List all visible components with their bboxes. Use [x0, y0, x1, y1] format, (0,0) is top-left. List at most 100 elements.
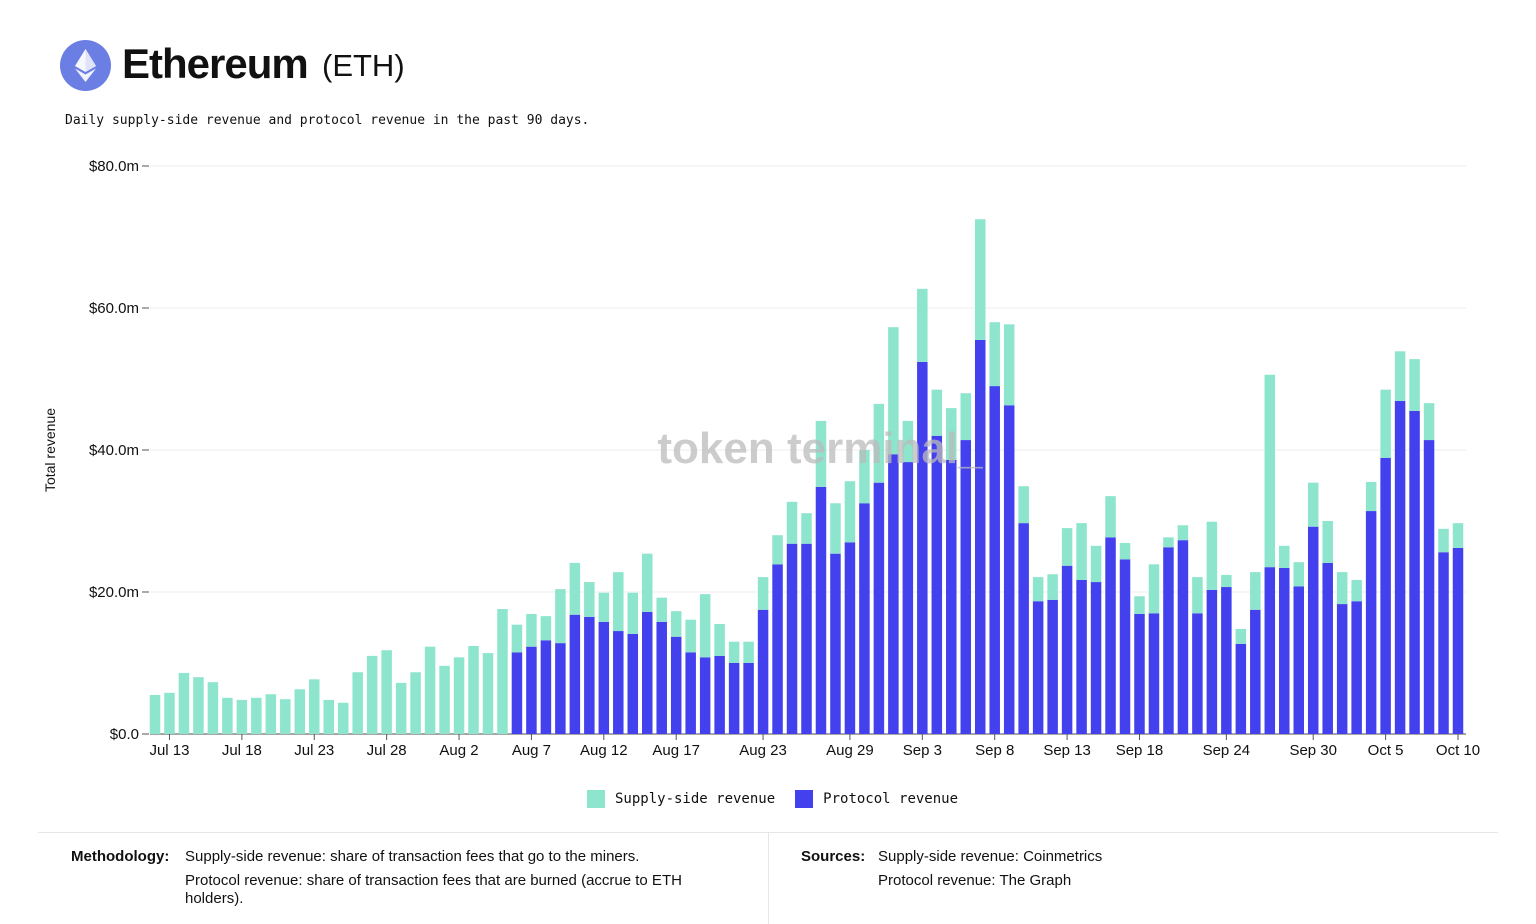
legend-label-supply: Supply-side revenue	[615, 791, 776, 807]
x-tick-label: Aug 29	[826, 742, 874, 759]
page-title: Ethereum	[122, 40, 309, 87]
bar-supply-sep-17	[1119, 543, 1131, 560]
bar-supply-jul-15	[193, 677, 204, 734]
bar-supply-sep-14	[1076, 523, 1087, 580]
bar-supply-jul-22	[294, 689, 306, 734]
bar-protocol-oct-10	[1452, 547, 1464, 734]
legend-item-supply[interactable]: Supply-side revenue	[587, 790, 775, 808]
bar-protocol-sep-29	[1293, 586, 1304, 734]
bar-supply-aug-13	[613, 572, 624, 632]
bar-supply-oct-9	[1438, 528, 1449, 553]
bar-supply-sep-30	[1307, 482, 1319, 527]
bar-supply-oct-6	[1394, 351, 1406, 402]
bar-supply-jul-25	[337, 702, 349, 734]
bar-protocol-oct-4	[1365, 511, 1377, 734]
x-tick-label: Sep 8	[975, 742, 1014, 759]
bar-protocol-aug-15	[641, 611, 653, 734]
bar-supply-aug-29	[844, 481, 856, 543]
bar-protocol-aug-11	[584, 616, 595, 734]
bar-supply-aug-8	[540, 616, 552, 641]
bar-supply-sep-15	[1090, 545, 1102, 583]
bar-supply-sep-13	[1061, 528, 1073, 566]
bar-supply-jul-28	[381, 650, 392, 734]
bar-supply-aug-20	[714, 623, 725, 656]
bar-supply-aug-27	[815, 420, 827, 487]
bar-supply-sep-25	[1235, 628, 1247, 644]
bar-protocol-sep-16	[1105, 537, 1116, 734]
bar-protocol-sep-8	[989, 386, 1000, 734]
bar-supply-aug-12	[598, 592, 610, 622]
x-tick-label: Aug 7	[512, 742, 551, 759]
bar-supply-jul-13	[164, 692, 175, 734]
bar-protocol-oct-1	[1322, 562, 1333, 734]
x-tick-label: Aug 2	[439, 742, 478, 759]
protocol-swatch	[795, 790, 814, 808]
bar-protocol-sep-28	[1279, 567, 1290, 734]
bar-protocol-sep-4	[931, 435, 943, 734]
bar-supply-sep-12	[1047, 574, 1058, 600]
bar-protocol-aug-7	[526, 646, 537, 734]
bar-supply-oct-10	[1452, 523, 1464, 548]
bar-protocol-aug-9	[555, 643, 566, 734]
bar-protocol-aug-24	[772, 564, 783, 734]
bar-protocol-sep-13	[1061, 565, 1073, 734]
legend: Supply-side revenue Protocol revenue	[587, 790, 958, 808]
sources-label: Sources:	[801, 848, 866, 865]
bar-protocol-oct-6	[1394, 401, 1406, 734]
bar-protocol-aug-8	[540, 640, 552, 734]
y-tick-label: $60.0m	[89, 300, 139, 317]
bar-supply-sep-20	[1163, 537, 1174, 548]
bar-protocol-sep-17	[1119, 559, 1131, 734]
bar-supply-jul-17	[222, 697, 233, 734]
bar-supply-aug-10	[569, 562, 581, 615]
bar-protocol-aug-18	[685, 652, 696, 734]
bar-supply-oct-1	[1322, 521, 1333, 563]
x-tick-label: Jul 28	[367, 742, 407, 759]
bar-supply-sep-6	[960, 393, 972, 441]
x-tick-label: Sep 3	[903, 742, 942, 759]
bar-protocol-aug-22	[743, 663, 754, 734]
bar-protocol-aug-17	[670, 636, 682, 734]
bar-protocol-aug-27	[815, 486, 827, 734]
watermark: token terminal_	[657, 424, 983, 473]
bar-protocol-oct-7	[1409, 410, 1420, 734]
bar-protocol-aug-16	[656, 621, 667, 734]
bar-protocol-oct-2	[1336, 604, 1348, 734]
bar-protocol-sep-2	[902, 462, 914, 734]
bar-supply-oct-5	[1380, 389, 1391, 458]
bar-supply-aug-22	[743, 641, 754, 663]
ticker-label: (ETH)	[322, 48, 405, 83]
bar-protocol-sep-15	[1090, 582, 1102, 734]
bar-protocol-aug-31	[873, 482, 885, 734]
bar-protocol-sep-23	[1206, 589, 1218, 734]
bar-protocol-aug-26	[801, 543, 812, 734]
bar-supply-sep-28	[1279, 545, 1290, 568]
bar-protocol-sep-10	[1018, 523, 1029, 734]
bar-supply-jul-31	[424, 646, 436, 734]
y-tick-label: $20.0m	[89, 584, 139, 601]
bar-protocol-aug-28	[830, 553, 841, 734]
bar-supply-aug-4	[482, 653, 494, 734]
bar-supply-aug-23	[757, 577, 769, 610]
bar-supply-aug-25	[786, 501, 798, 544]
bar-supply-jul-29	[395, 682, 407, 734]
bar-protocol-sep-21	[1177, 540, 1189, 734]
y-axis-label: Total revenue	[42, 408, 58, 492]
bar-protocol-oct-8	[1423, 440, 1435, 734]
footer-vertical-divider	[768, 833, 769, 924]
bar-supply-jul-16	[207, 682, 219, 734]
bar-supply-jul-19	[251, 697, 262, 734]
bar-protocol-sep-30	[1307, 526, 1319, 734]
supply-swatch	[587, 790, 605, 808]
bar-protocol-aug-10	[569, 614, 581, 734]
bar-supply-jul-18	[236, 699, 248, 734]
x-tick-label: Sep 30	[1289, 742, 1337, 759]
bar-supply-aug-14	[627, 592, 639, 634]
bar-supply-aug-11	[584, 582, 595, 617]
legend-item-protocol[interactable]: Protocol revenue	[795, 790, 958, 808]
x-tick-label: Sep 13	[1043, 742, 1091, 759]
y-tick-label: $0.0	[110, 726, 139, 743]
bar-supply-aug-1	[439, 665, 450, 734]
bar-supply-oct-8	[1423, 403, 1435, 441]
bar-protocol-oct-9	[1438, 552, 1449, 734]
